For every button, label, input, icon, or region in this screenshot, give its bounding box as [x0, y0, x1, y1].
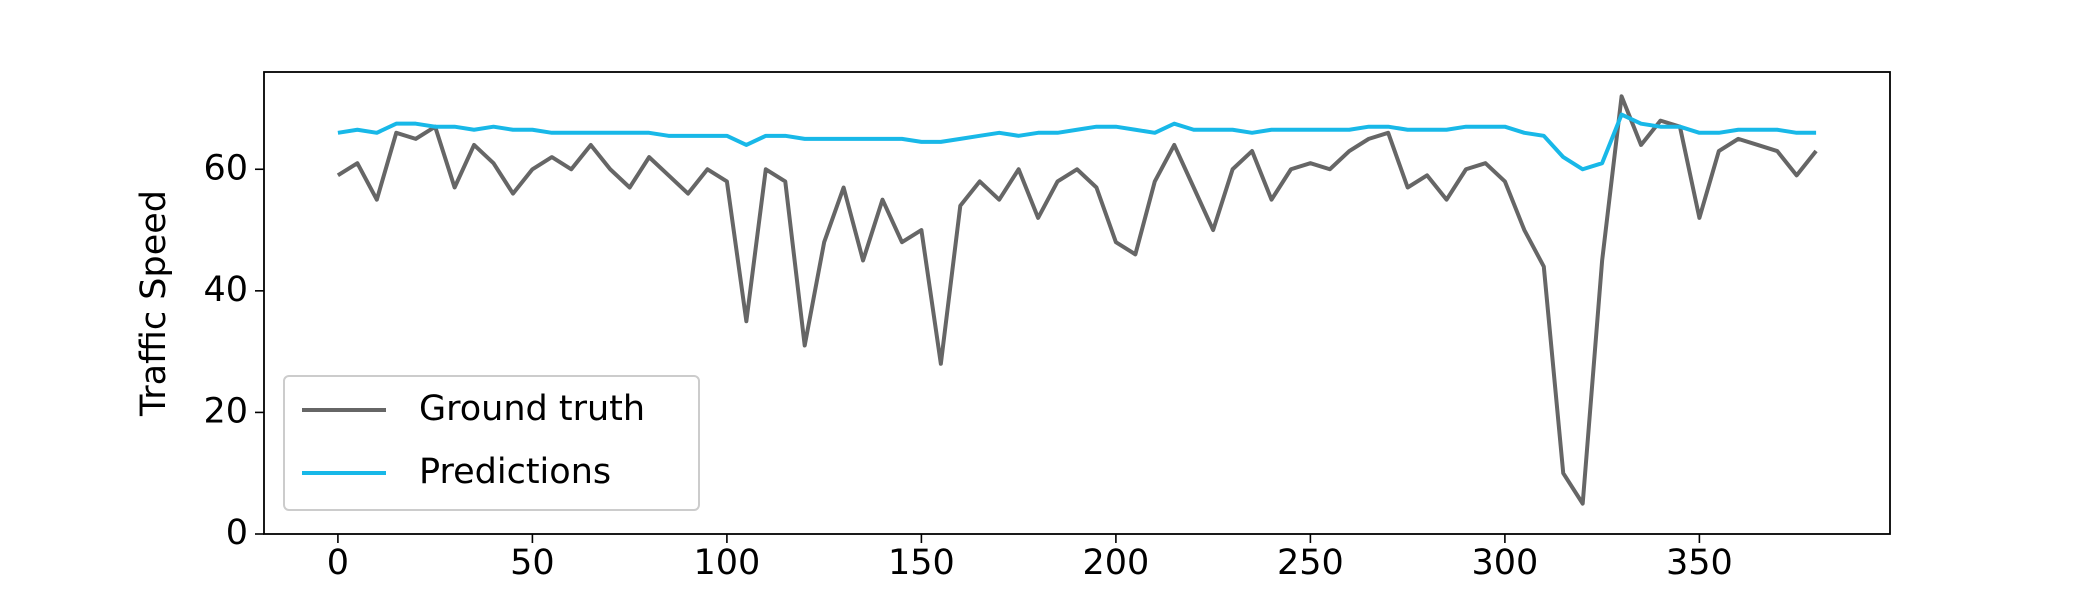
series-line	[336, 94, 1818, 506]
x-tick-label: 0	[327, 543, 349, 583]
y-tick-label: 60	[203, 148, 248, 188]
y-tick-label: 40	[203, 270, 248, 310]
x-tick-label: 300	[1471, 543, 1538, 583]
legend-label: Ground truth	[419, 389, 645, 429]
y-tick-label: 0	[226, 513, 248, 553]
plot-frame	[263, 71, 1891, 535]
y-tick-label: 20	[203, 391, 248, 431]
legend-box	[283, 375, 700, 511]
x-tick-label: 150	[888, 543, 955, 583]
x-tick-label: 200	[1082, 543, 1149, 583]
legend-label: Predictions	[419, 452, 611, 492]
y-axis-label: Traffic Speed	[134, 190, 174, 417]
x-tick-label: 350	[1666, 543, 1733, 583]
series-line	[337, 112, 1817, 172]
x-tick-label: 50	[510, 543, 555, 583]
x-tick-label: 250	[1277, 543, 1344, 583]
x-tick-label: 100	[693, 543, 760, 583]
